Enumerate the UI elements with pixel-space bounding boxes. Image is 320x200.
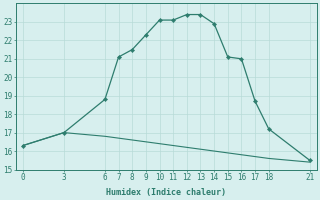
X-axis label: Humidex (Indice chaleur): Humidex (Indice chaleur) <box>106 188 226 197</box>
